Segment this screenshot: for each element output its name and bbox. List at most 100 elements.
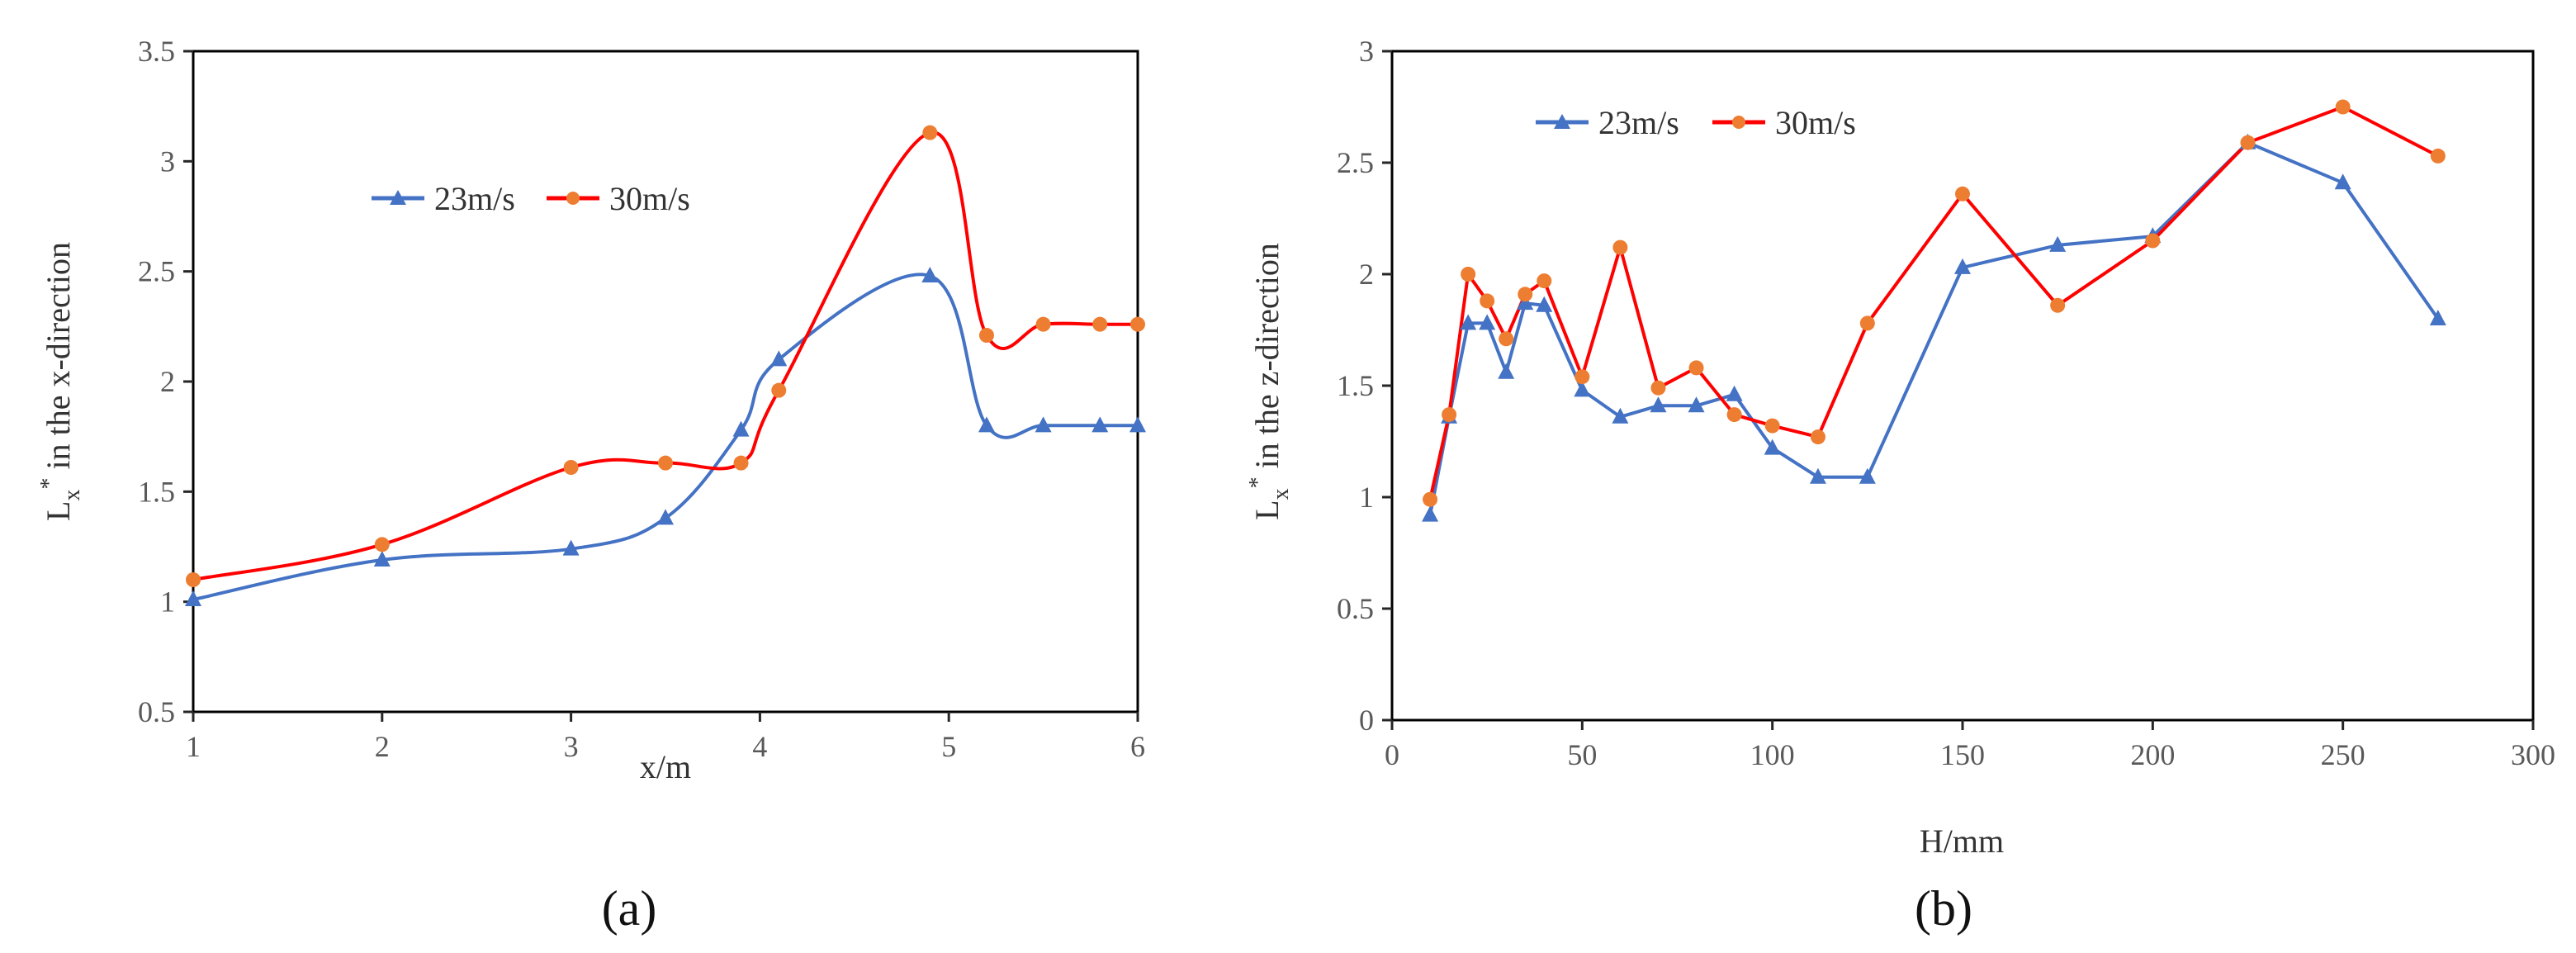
data-point-circle: [1955, 186, 1970, 202]
data-point-circle: [1574, 369, 1590, 385]
x-tick-label: 200: [2130, 738, 2175, 771]
data-point-triangle: [1650, 396, 1667, 413]
data-point-circle: [1423, 491, 1438, 507]
x-tick-label: 0: [1385, 738, 1399, 771]
x-tick-label: 2: [375, 730, 390, 763]
data-point-triangle: [562, 539, 580, 556]
data-point-triangle: [1612, 407, 1629, 424]
data-point-circle: [1537, 273, 1552, 289]
data-point-triangle: [732, 420, 750, 437]
data-point-circle: [2430, 148, 2446, 164]
data-point-circle: [1461, 267, 1476, 282]
x-tick-label: 1: [186, 730, 201, 763]
legend-marker-triangle: [1554, 114, 1570, 129]
x-tick-label: 50: [1567, 738, 1597, 771]
data-point-circle: [1442, 407, 1457, 423]
data-point-triangle: [1091, 416, 1109, 433]
data-point-triangle: [1498, 363, 1515, 379]
legend-label-30: 30m/s: [1775, 104, 1856, 141]
y-tick-label: 2: [160, 365, 175, 398]
x-tick-label: 4: [752, 730, 767, 763]
data-point-circle: [1859, 315, 1875, 331]
series-line-23m/s: [192, 273, 1138, 601]
panel-caption: (a): [602, 881, 657, 936]
data-point-circle: [2240, 135, 2256, 150]
data-point-triangle: [373, 551, 391, 567]
data-point-circle: [1092, 316, 1108, 332]
data-point-circle: [1130, 316, 1145, 332]
data-point-triangle: [921, 267, 939, 282]
data-point-circle: [1688, 360, 1704, 376]
y-axis-label-sup: *: [1245, 476, 1271, 488]
data-point-triangle: [1035, 416, 1052, 433]
data-point-triangle: [1129, 416, 1146, 433]
y-tick-label: 1.5: [1337, 369, 1374, 402]
data-point-circle: [771, 382, 787, 398]
data-point-triangle: [1859, 467, 1876, 484]
data-point-triangle: [2429, 310, 2446, 325]
data-point-circle: [1612, 239, 1628, 255]
x-tick-label: 6: [1130, 730, 1145, 763]
legend-label-23: 23m/s: [1598, 104, 1679, 141]
data-point-circle: [1518, 287, 1533, 302]
x-axis-label: x/m: [640, 748, 691, 785]
data-point-triangle: [1422, 505, 1439, 522]
data-point-triangle: [1954, 258, 1971, 274]
data-point-triangle: [1536, 296, 1553, 312]
y-tick-label: 3: [160, 145, 175, 178]
y-tick-label: 0.5: [138, 695, 175, 728]
y-tick-label: 1: [160, 586, 175, 619]
data-point-circle: [2050, 297, 2066, 313]
y-tick-label: 2.5: [138, 255, 175, 288]
data-point-triangle: [770, 350, 788, 367]
data-point-circle: [2145, 233, 2161, 249]
y-axis-label-rest: in the z-direction: [1248, 243, 1286, 476]
y-axis-label-sub: x: [59, 490, 85, 501]
y-axis-label: Lx* in the z-direction: [1245, 243, 1294, 520]
data-point-triangle: [1726, 385, 1743, 401]
data-point-triangle: [1517, 294, 1534, 311]
y-tick-label: 0: [1359, 704, 1374, 737]
data-point-circle: [186, 572, 201, 587]
data-point-triangle: [1809, 467, 1826, 484]
data-point-circle: [1764, 418, 1780, 434]
panel-caption: (b): [1915, 881, 1972, 936]
y-axis-label-main: L: [1248, 500, 1286, 519]
y-tick-label: 3.5: [138, 35, 175, 68]
y-tick-label: 2: [1359, 258, 1374, 291]
data-point-triangle: [1688, 396, 1705, 413]
data-point-circle: [922, 125, 938, 140]
data-point-triangle: [2334, 173, 2351, 190]
legend-marker-circle: [566, 192, 580, 205]
y-axis-label: Lx* in the x-direction: [36, 242, 85, 521]
data-point-circle: [658, 455, 673, 471]
x-tick-label: 100: [1750, 738, 1795, 771]
data-point-triangle: [1574, 381, 1591, 397]
chart-panel-b: 0 50 100 150 200 250 300 0 0.5 1 1.5 2 2.5 3 23m/s 3…: [1245, 35, 2555, 936]
y-axis-label-sup: *: [36, 478, 62, 490]
data-point-circle: [563, 460, 579, 475]
data-point-circle: [733, 455, 749, 471]
data-point-triangle: [978, 416, 995, 433]
x-tick-label: 250: [2321, 738, 2365, 771]
legend-marker-circle: [1732, 116, 1745, 129]
y-tick-label: 1: [1359, 481, 1374, 514]
data-point-triangle: [1764, 439, 1781, 455]
y-tick-label: 1.5: [138, 475, 175, 508]
data-point-circle: [1650, 380, 1666, 396]
data-point-circle: [1480, 293, 1495, 309]
data-point-circle: [1035, 316, 1051, 332]
legend-label-23: 23m/s: [434, 180, 515, 217]
legend-label-30: 30m/s: [609, 180, 690, 217]
x-axis-label: H/mm: [1920, 823, 2004, 860]
data-point-triangle: [657, 509, 674, 525]
y-tick-label: 2.5: [1337, 146, 1374, 179]
y-axis-label-sub: x: [1268, 488, 1294, 500]
data-point-triangle: [185, 590, 201, 606]
x-tick-label: 150: [1940, 738, 1985, 771]
data-point-triangle: [1460, 314, 1477, 330]
legend-marker-triangle: [390, 190, 406, 205]
data-point-triangle: [1479, 314, 1496, 330]
y-tick-label: 3: [1359, 35, 1374, 68]
